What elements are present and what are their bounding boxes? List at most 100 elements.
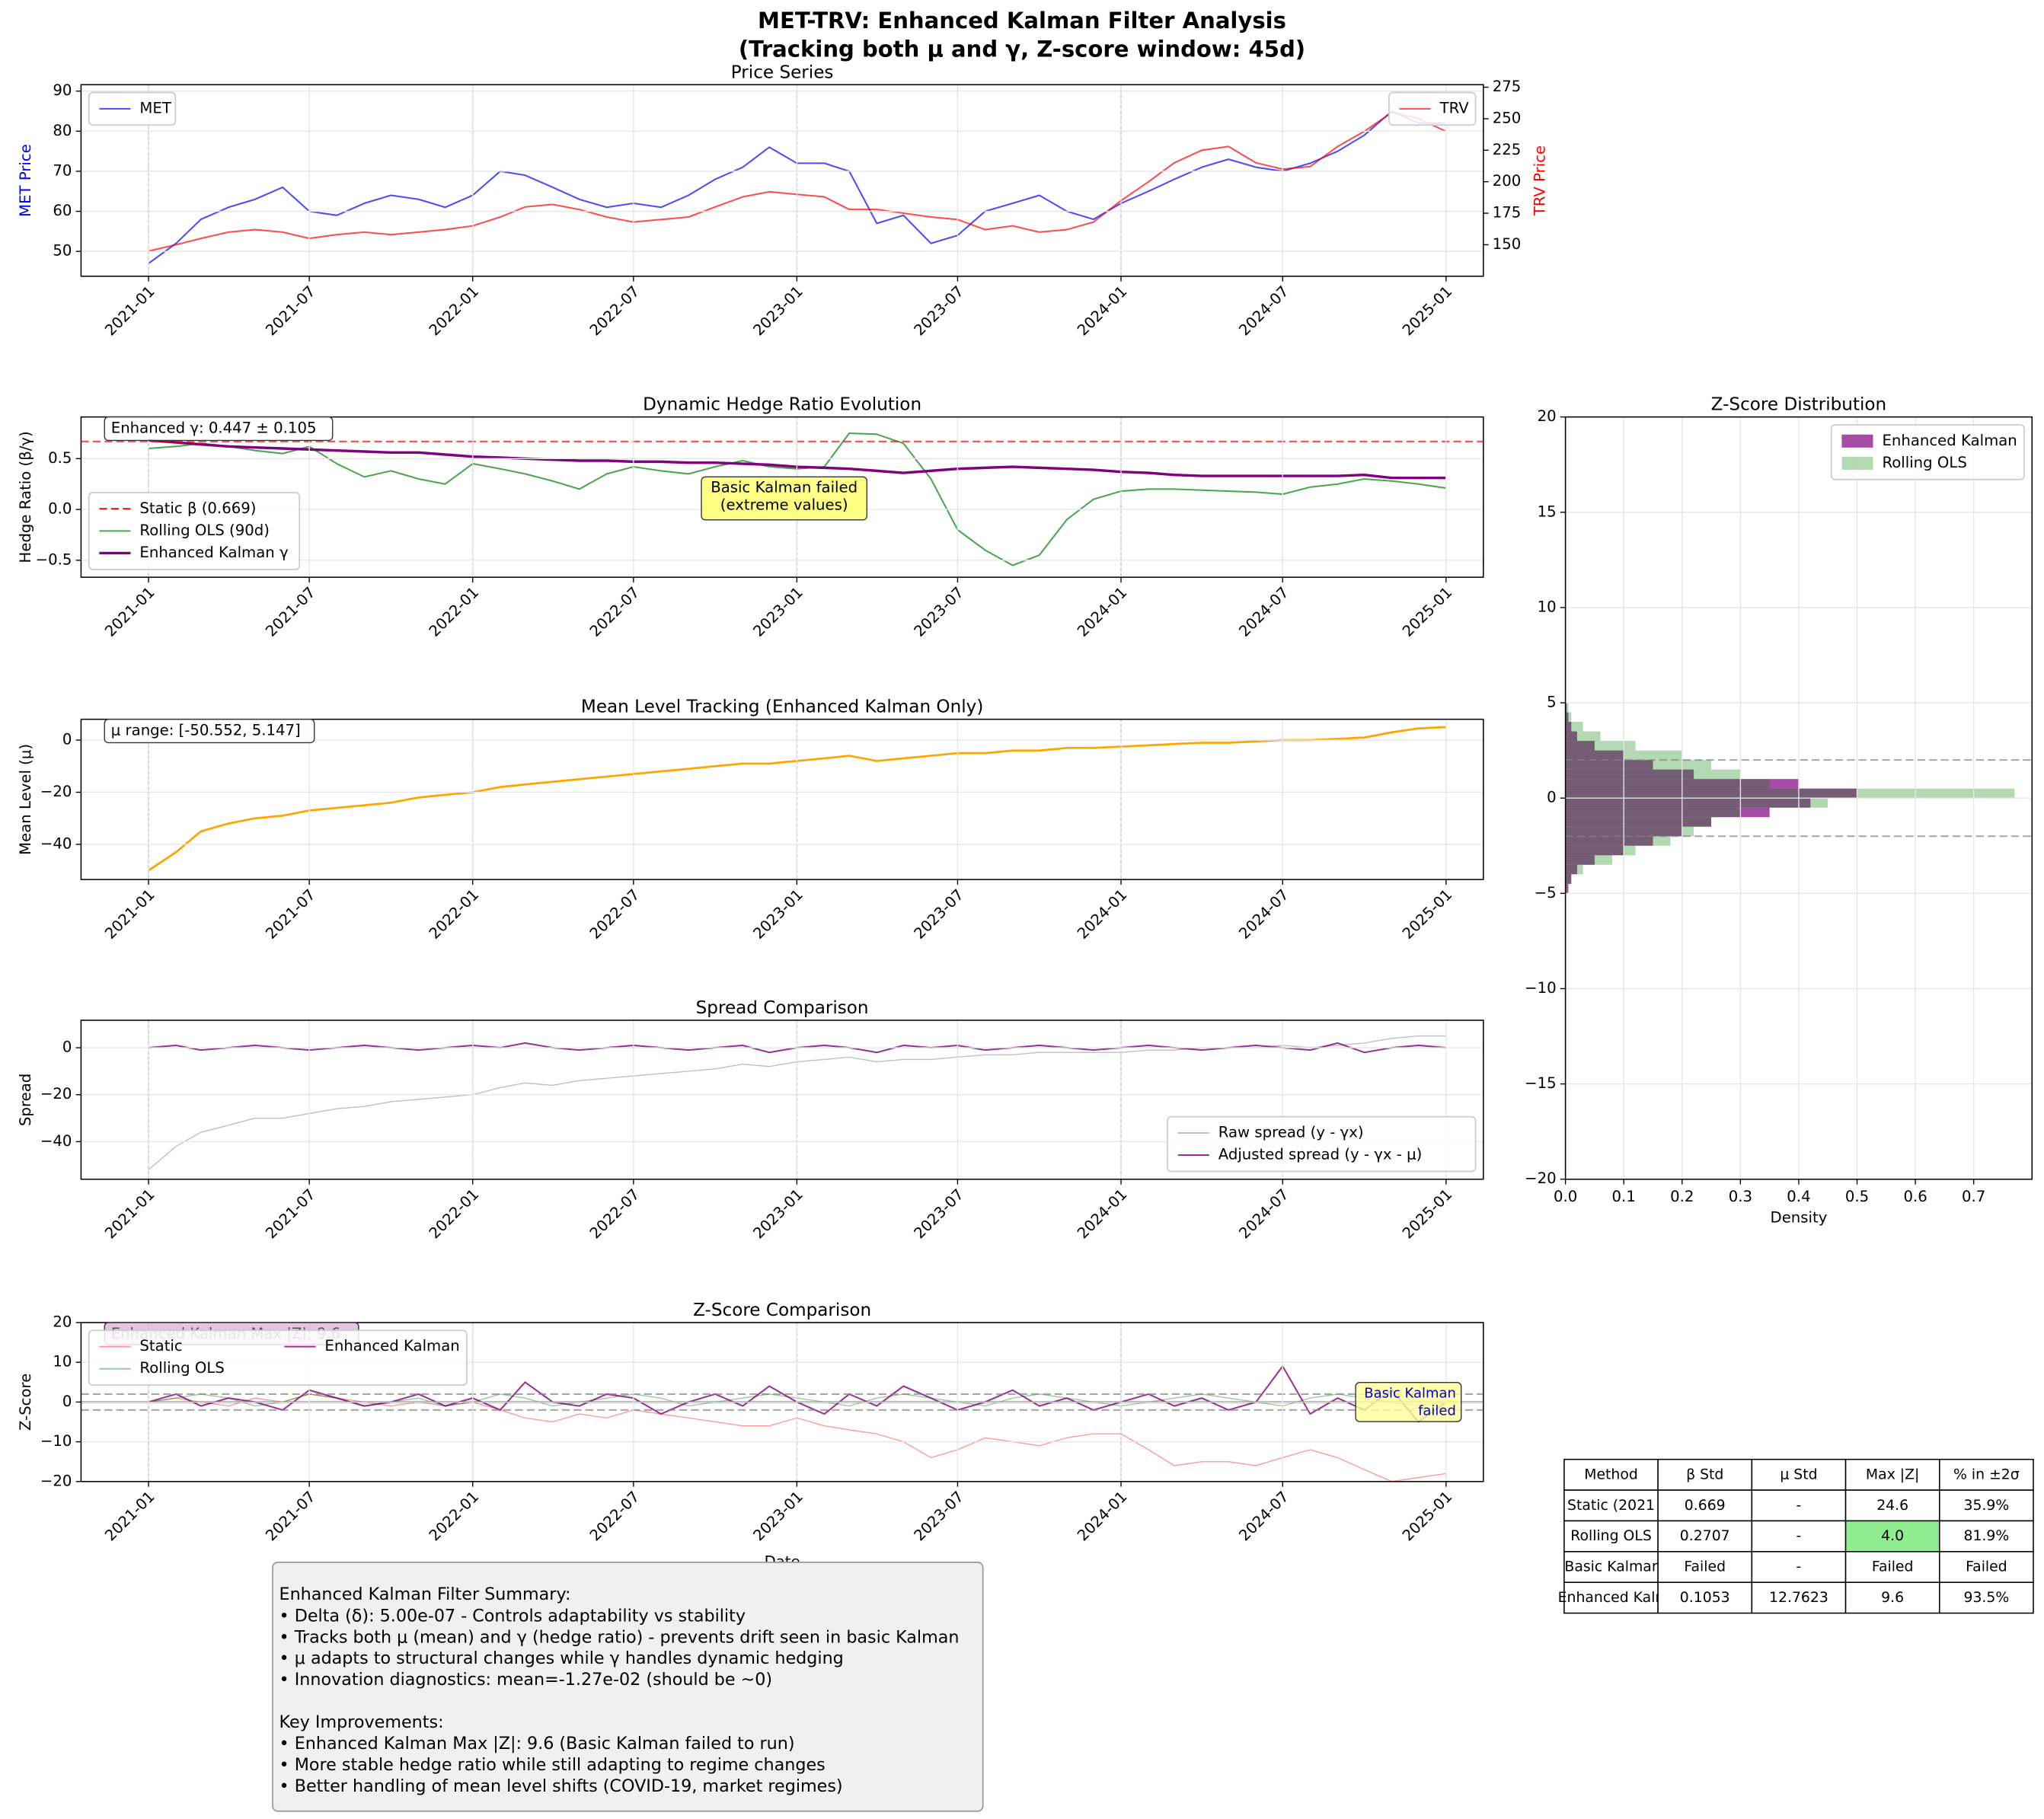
hist-bar — [1565, 874, 1572, 884]
y-tick-label: −0.5 — [36, 550, 72, 568]
y-tick-label: 80 — [53, 122, 72, 139]
y-tick-label: 20 — [1538, 407, 1557, 425]
y2-axis-label: TRV Price — [1531, 145, 1549, 216]
legend-label: Enhanced Kalman — [1882, 432, 2017, 449]
table-text: Basic Kalmar — [1564, 1559, 1657, 1575]
table-cell — [1938, 1581, 2034, 1614]
hist-bar — [1565, 807, 1770, 818]
y-axis-label: Hedge Ratio (β/γ) — [17, 431, 34, 563]
legend-label: Static β (0.669) — [139, 499, 256, 517]
hist-bar — [1565, 750, 1624, 761]
x-tick-label: 0.5 — [1845, 1188, 1869, 1205]
y2-tick-label: 250 — [1493, 109, 1522, 126]
y2-tick-label: 150 — [1493, 235, 1522, 253]
figure-title: MET-TRV: Enhanced Kalman Filter Analysis — [758, 8, 1286, 34]
summary-line: • Innovation diagnostics: mean=-1.27e-02… — [279, 1670, 773, 1690]
axes-frame — [1564, 416, 2033, 1180]
y-tick-label: 90 — [53, 81, 72, 99]
y-tick-label: 60 — [53, 202, 72, 219]
summary-line: • More stable hedge ratio while still ad… — [279, 1755, 826, 1775]
summary-box — [272, 1562, 984, 1812]
hist-bar — [1565, 731, 1577, 742]
legend-label: Enhanced Kalman γ — [139, 544, 289, 561]
y-axis-label: Z-Score — [17, 1374, 34, 1431]
hist-bar — [1565, 883, 1569, 894]
legend-label: Enhanced Kalman — [324, 1337, 459, 1355]
hist-bar — [1565, 760, 1712, 770]
y2-tick-label: 225 — [1493, 141, 1522, 158]
y-tick-label: −5 — [1535, 884, 1557, 902]
hist-bar — [1565, 864, 1583, 875]
y-tick-label: −10 — [40, 1432, 72, 1450]
table-text: Failed — [1684, 1559, 1726, 1575]
x-tick-label: 0.2 — [1670, 1188, 1694, 1205]
axes-title: Mean Level Tracking (Enhanced Kalman Onl… — [581, 697, 983, 717]
hist-bar — [1565, 741, 1636, 751]
hist-bar — [1565, 731, 1601, 742]
y-tick-label: 50 — [53, 242, 72, 260]
axes-frame — [80, 1322, 1484, 1482]
y-tick-label: −20 — [40, 1085, 72, 1103]
y-tick-label: −20 — [1525, 1170, 1557, 1187]
table-cell — [1751, 1581, 1847, 1614]
y2-tick-label: 275 — [1493, 78, 1522, 95]
x-tick-label: 0.3 — [1729, 1188, 1752, 1205]
table-cell — [1938, 1551, 2034, 1583]
hist-bar — [1565, 845, 1624, 856]
table-cell — [1844, 1581, 1940, 1614]
table-text: - — [1796, 1559, 1802, 1575]
hist-bar — [1565, 769, 1741, 780]
axes-frame — [80, 84, 1484, 277]
table-cell — [1844, 1489, 1940, 1522]
axes-title: Spread Comparison — [696, 998, 869, 1018]
y-tick-label: 0 — [1547, 789, 1557, 806]
hist-bar — [1565, 779, 1770, 789]
hist-bar — [1565, 855, 1595, 865]
summary-line: • μ adapts to structural changes while γ… — [279, 1648, 844, 1668]
y-tick-label: 0.5 — [48, 449, 72, 467]
axes-title: Price Series — [731, 62, 834, 82]
table-cell — [1751, 1551, 1847, 1583]
table-text: 35.9% — [1963, 1498, 2009, 1514]
table-cell — [1657, 1581, 1753, 1614]
summary-heading: Enhanced Kalman Filter Summary: — [279, 1584, 571, 1604]
y-tick-label: 10 — [1538, 598, 1557, 615]
y-tick-label: 0 — [62, 731, 72, 748]
table-text: β Std — [1686, 1466, 1723, 1482]
table-text: Method — [1584, 1466, 1638, 1482]
x-axis-label: Density — [1771, 1209, 1828, 1227]
table-cell — [1751, 1489, 1847, 1522]
table-cell — [1938, 1458, 2034, 1491]
y-tick-label: −40 — [40, 835, 72, 852]
table-text: - — [1796, 1528, 1802, 1544]
y-tick-label: 5 — [1547, 694, 1557, 711]
axes-frame — [80, 416, 1484, 578]
hist-bar — [1565, 845, 1636, 856]
table-text: 12.7623 — [1769, 1590, 1828, 1606]
hist-bar — [1565, 741, 1595, 751]
y-axis-label: Spread — [17, 1074, 34, 1126]
summary-heading: Key Improvements: — [279, 1712, 444, 1732]
legend-box — [1167, 1115, 1477, 1173]
table-text: Failed — [1872, 1559, 1914, 1575]
hist-bar — [1565, 703, 1569, 713]
y2-tick-label: 200 — [1493, 172, 1522, 190]
legend-label: Rolling OLS — [1882, 454, 1966, 471]
table-text: Max |Z| — [1866, 1466, 1919, 1482]
legend-label: Raw spread (y - γx) — [1218, 1123, 1364, 1141]
hist-bar — [1565, 826, 1694, 837]
table-text: 93.5% — [1963, 1590, 2009, 1606]
hist-bar — [1565, 722, 1583, 732]
table-text: Failed — [1966, 1559, 2007, 1575]
y-tick-label: 0.0 — [48, 500, 72, 518]
y-tick-label: 20 — [53, 1313, 72, 1330]
y-tick-label: 0 — [62, 1039, 72, 1056]
hist-bar — [1565, 874, 1572, 884]
table-text: 4.0 — [1881, 1528, 1904, 1544]
annotation-box — [104, 718, 315, 744]
y2-tick-label: 175 — [1493, 204, 1522, 222]
hist-bar — [1565, 788, 2015, 799]
hist-bar — [1565, 788, 1857, 799]
y-axis-label: MET Price — [17, 144, 34, 217]
axes-frame — [80, 718, 1484, 880]
